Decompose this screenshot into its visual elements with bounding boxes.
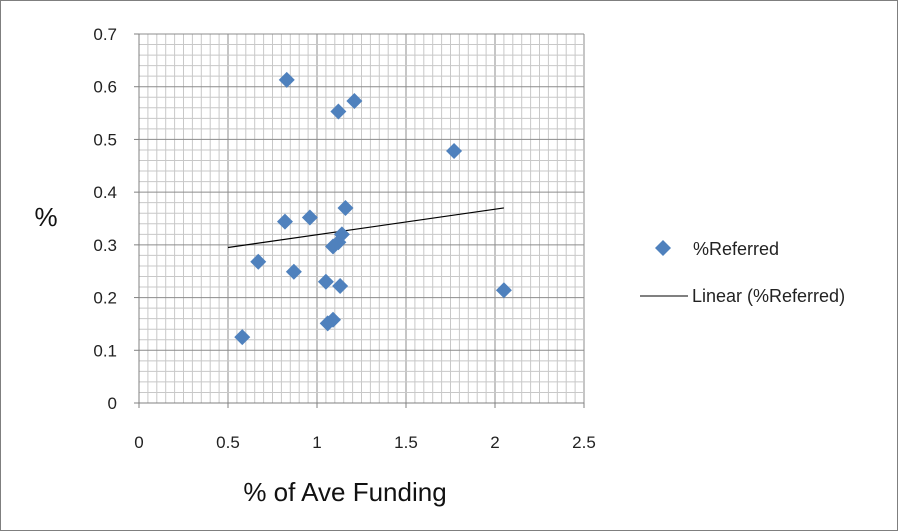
y-tick-label: 0.2 [93,289,117,308]
legend-marker-diamond [655,240,671,256]
data-point [250,253,267,270]
y-tick-label: 0 [108,394,117,413]
data-point [495,282,512,299]
data-point [446,143,463,160]
trendline [227,207,504,249]
data-point [337,199,354,216]
axes [134,33,585,408]
data-point [330,103,347,120]
data-point [276,213,293,230]
y-tick-label: 0.4 [93,183,117,202]
trendline-linear [227,207,504,249]
legend-label-trendline: Linear (%Referred) [692,286,845,306]
data-point [278,71,295,88]
data-point [301,209,318,226]
x-tick-label: 1.5 [394,433,418,452]
x-axis-title: % of Ave Funding [243,477,446,507]
y-axis-title: % [34,202,57,232]
x-tick-label: 2.5 [572,433,596,452]
data-point [332,277,349,294]
y-tick-label: 0.6 [93,78,117,97]
y-tick-labels: 0 0.1 0.2 0.3 0.4 0.5 0.6 0.7 [93,25,117,413]
y-tick-label: 0.3 [93,236,117,255]
data-point [234,329,251,346]
legend-label-series: %Referred [693,239,779,259]
x-tick-label: 1 [312,433,321,452]
x-tick-label: 0 [134,433,143,452]
y-tick-label: 0.7 [93,25,117,44]
data-point [325,238,342,255]
data-point [285,263,302,280]
data-points [234,71,512,346]
x-tick-label: 0.5 [216,433,240,452]
y-tick-label: 0.1 [93,341,117,360]
data-point [346,92,363,109]
gridlines [138,33,585,404]
legend: %Referred Linear (%Referred) [640,239,845,306]
data-point [319,315,336,332]
y-tick-label: 0.5 [93,130,117,149]
data-point [317,273,334,290]
x-tick-label: 2 [490,433,499,452]
x-tick-labels: 0 0.5 1 1.5 2 2.5 [134,433,596,452]
